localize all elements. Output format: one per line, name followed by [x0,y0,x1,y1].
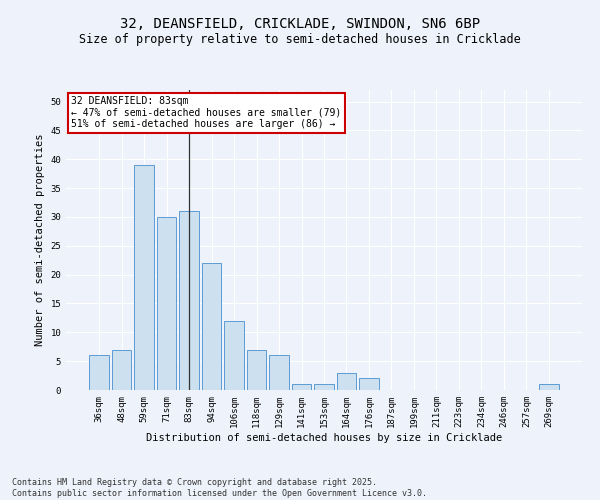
Bar [247,350,266,390]
Bar [224,321,244,390]
Bar [539,384,559,390]
Text: Contains HM Land Registry data © Crown copyright and database right 2025.
Contai: Contains HM Land Registry data © Crown c… [12,478,427,498]
Bar [89,356,109,390]
Bar [202,263,221,390]
Bar [269,356,289,390]
Bar [337,372,356,390]
Bar [359,378,379,390]
Bar [157,217,176,390]
Bar [112,350,131,390]
X-axis label: Distribution of semi-detached houses by size in Cricklade: Distribution of semi-detached houses by … [146,432,502,442]
Text: 32, DEANSFIELD, CRICKLADE, SWINDON, SN6 6BP: 32, DEANSFIELD, CRICKLADE, SWINDON, SN6 … [120,18,480,32]
Bar [314,384,334,390]
Bar [179,211,199,390]
Bar [292,384,311,390]
Text: Size of property relative to semi-detached houses in Cricklade: Size of property relative to semi-detach… [79,32,521,46]
Bar [134,165,154,390]
Y-axis label: Number of semi-detached properties: Number of semi-detached properties [35,134,45,346]
Text: 32 DEANSFIELD: 83sqm
← 47% of semi-detached houses are smaller (79)
51% of semi-: 32 DEANSFIELD: 83sqm ← 47% of semi-detac… [71,96,341,129]
